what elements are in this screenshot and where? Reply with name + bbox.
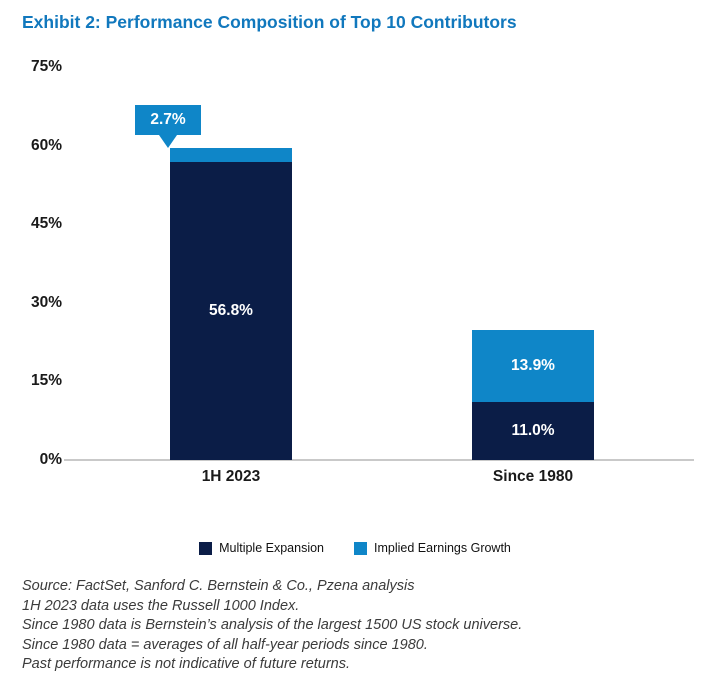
footnote-line: Past performance is not indicative of fu… <box>22 656 351 672</box>
segment-multiple-expansion-since-1980: 11.0% <box>472 402 594 460</box>
y-tick-15: 15% <box>30 372 62 390</box>
x-label-1h-2023: 1H 2023 <box>201 468 261 485</box>
footnote-line: Since 1980 data = averages of all half-y… <box>22 636 428 653</box>
segment-implied-earnings-growth-1h-2023 <box>170 148 292 163</box>
x-label-since-1980: Since 1980 <box>492 468 574 485</box>
callout-pointer <box>159 135 177 149</box>
legend-label-multiple-expansion: Multiple Expansion <box>219 541 325 555</box>
legend-swatch-multiple-expansion <box>199 541 213 555</box>
value-label-multiple-expansion-since-1980: 11.0% <box>511 422 555 440</box>
y-tick-30: 30% <box>30 293 62 311</box>
legend-label-implied-earnings-growth: Implied Earnings Growth <box>374 541 511 555</box>
y-tick-0: 0% <box>39 451 62 468</box>
value-label-multiple-expansion-1h-2023: 56.8% <box>209 302 253 320</box>
y-tick-45: 45% <box>30 215 62 233</box>
footnote-line: Source: FactSet, Sanford C. Bernstein & … <box>22 578 415 594</box>
bar-1h-2023: 56.8% <box>170 148 292 460</box>
footnote-line: Since 1980 data is Bernstein’s analysis … <box>22 617 523 633</box>
segment-implied-earnings-growth-since-1980: 13.9% <box>472 329 594 403</box>
y-tick-60: 60% <box>30 136 62 154</box>
value-label-implied-earnings-growth-since-1980: 13.9% <box>511 356 555 374</box>
legend-item-implied-earnings-growth: Implied Earnings Growth <box>354 541 511 555</box>
callout-label: 2.7% <box>135 105 201 136</box>
legend: Multiple Expansion Implied Earnings Growt… <box>0 541 710 555</box>
footnote-line: 1H 2023 data uses the Russell 1000 Index… <box>22 597 300 614</box>
segment-multiple-expansion-1h-2023: 56.8% <box>170 162 292 460</box>
x-axis-line <box>64 459 694 461</box>
bar-since-1980: 13.9% 11.0% <box>472 329 594 460</box>
y-tick-75: 75% <box>30 58 62 75</box>
footnotes: Source: FactSet, Sanford C. Bernstein & … <box>22 577 694 675</box>
legend-item-multiple-expansion: Multiple Expansion <box>199 541 324 555</box>
chart-title: Exhibit 2: Performance Composition of To… <box>22 12 517 32</box>
legend-swatch-implied-earnings-growth <box>354 541 368 555</box>
